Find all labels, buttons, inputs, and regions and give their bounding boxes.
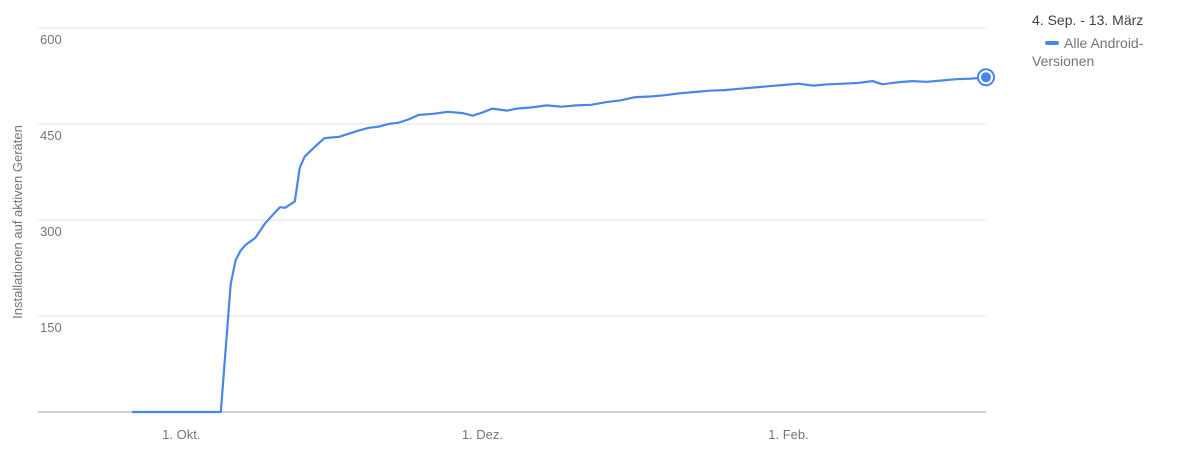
legend-swatch-icon	[1045, 41, 1059, 45]
y-axis-label: Installationen auf aktiven Geräten	[10, 125, 25, 319]
y-tick-label: 600	[40, 32, 62, 47]
last-point-dot	[981, 72, 991, 83]
x-tick-label: 1. Feb.	[768, 427, 808, 442]
x-tick-label: 1. Dez.	[462, 427, 503, 442]
x-tick-label: 1. Okt.	[162, 427, 200, 442]
series-line	[131, 76, 987, 414]
x-axis-ticks: 1. Okt. 1. Dez. 1. Feb.	[162, 427, 809, 442]
series-layer	[131, 68, 995, 414]
grid-lines	[38, 27, 986, 413]
legend: 4. Sep. - 13. März Alle Android-Versione…	[1032, 12, 1177, 70]
date-range-label: 4. Sep. - 13. März	[1032, 12, 1144, 28]
y-axis-ticks: 150 300 450 600	[40, 32, 62, 335]
legend-item-label: Alle Android-Versionen	[1032, 35, 1144, 69]
y-tick-label: 150	[40, 320, 62, 335]
y-tick-label: 300	[40, 224, 62, 239]
legend-item-all-android-versions[interactable]: Alle Android-Versionen	[1032, 34, 1177, 70]
y-tick-label: 450	[40, 128, 62, 143]
